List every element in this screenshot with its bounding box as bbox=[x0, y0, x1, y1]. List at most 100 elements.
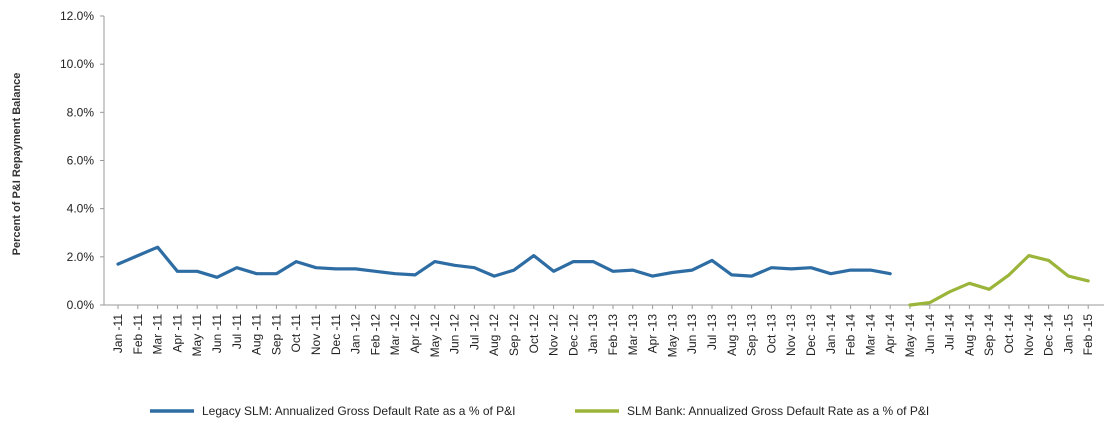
x-tick-label: Dec -12 bbox=[566, 314, 580, 356]
data-point-series-1 bbox=[572, 260, 575, 263]
data-point-series-1 bbox=[552, 270, 555, 273]
x-tick-label: Mar -11 bbox=[151, 314, 165, 355]
x-tick-label: Aug -11 bbox=[250, 314, 264, 355]
x-tick-label: Aug -14 bbox=[962, 314, 976, 356]
series-line-2 bbox=[908, 254, 1090, 307]
data-point-series-1 bbox=[790, 267, 793, 271]
legend-label-2: SLM Bank: Annualized Gross Default Rate … bbox=[627, 404, 929, 418]
x-tick-label: Aug -12 bbox=[487, 314, 501, 356]
axes bbox=[103, 16, 1104, 306]
x-tick-label: Dec -11 bbox=[329, 314, 343, 355]
series-line-1 bbox=[116, 245, 892, 279]
x-tick-label: May -11 bbox=[190, 314, 204, 357]
x-tick-label: Jul -13 bbox=[705, 314, 719, 350]
data-point-series-1 bbox=[493, 274, 496, 278]
data-point-series-1 bbox=[453, 264, 456, 267]
y-tick-labels: 0.0% 2.0% 4.0% 6.0% 8.0% 10.0% 12.0% bbox=[60, 9, 104, 312]
x-tick-label: Jul -14 bbox=[943, 314, 957, 350]
x-tick-label: Sep -14 bbox=[982, 314, 996, 356]
x-tick-label: Aug -13 bbox=[725, 314, 739, 356]
data-point-series-1 bbox=[314, 266, 318, 269]
data-point-series-1 bbox=[869, 268, 872, 272]
data-point-series-1 bbox=[671, 271, 674, 274]
x-tick-label: Nov -13 bbox=[784, 314, 798, 356]
data-point-series-1 bbox=[156, 246, 159, 249]
data-point-series-1 bbox=[770, 266, 773, 269]
y-tick-label: 6.0% bbox=[67, 154, 95, 168]
x-tick-label: Jan -11 bbox=[111, 314, 125, 353]
x-tick-label: Sep -13 bbox=[745, 314, 759, 356]
y-tick-label: 2.0% bbox=[67, 250, 95, 264]
x-tick-label: Feb -11 bbox=[131, 314, 145, 355]
y-axis-label: Percent of P&I Repayment Balance bbox=[11, 73, 23, 256]
legend: Legacy SLM: Annualized Gross Default Rat… bbox=[150, 404, 929, 418]
x-tick-label: Jan -15 bbox=[1061, 314, 1075, 354]
x-tick-label: Feb -14 bbox=[844, 314, 858, 356]
data-point-series-1 bbox=[334, 267, 337, 271]
x-tick-label: Mar -12 bbox=[388, 314, 402, 356]
x-tick-label: Jul -12 bbox=[467, 314, 481, 350]
data-point-series-1 bbox=[136, 254, 139, 257]
data-point-series-1 bbox=[631, 268, 634, 272]
x-tick-label: Mar -14 bbox=[863, 314, 877, 356]
y-tick-label: 12.0% bbox=[60, 9, 94, 23]
data-point-series-1 bbox=[275, 272, 278, 275]
x-tick-label: Nov -11 bbox=[309, 314, 323, 355]
y-tick-label: 10.0% bbox=[60, 57, 94, 71]
x-tick-label: Jun -14 bbox=[923, 314, 937, 354]
data-point-series-1 bbox=[730, 273, 733, 277]
x-tick-label: May -12 bbox=[428, 314, 442, 358]
x-tick-label: Mar -13 bbox=[626, 314, 640, 356]
data-point-series-1 bbox=[196, 270, 199, 273]
data-point-series-1 bbox=[651, 274, 654, 278]
data-point-series-1 bbox=[176, 270, 179, 273]
y-tick-label: 0.0% bbox=[67, 298, 95, 312]
x-tick-label: Jan -13 bbox=[586, 314, 600, 354]
x-tick-label: Oct -11 bbox=[289, 314, 303, 353]
y-tick-label: 4.0% bbox=[67, 202, 95, 216]
data-point-series-1 bbox=[433, 260, 436, 263]
x-tick-labels: Jan -11 Feb -11 Mar -11 Apr -11 May -11 Jun -… bbox=[111, 305, 1095, 357]
x-tick-label: Jul -11 bbox=[230, 314, 244, 349]
data-point-series-1 bbox=[809, 266, 813, 269]
x-tick-label: Sep -11 bbox=[269, 314, 283, 355]
x-tick-label: Sep -12 bbox=[507, 314, 521, 356]
data-point-series-1 bbox=[215, 276, 219, 279]
x-tick-label: Dec -13 bbox=[804, 314, 818, 356]
x-tick-label: Feb -12 bbox=[368, 314, 382, 356]
data-point-series-1 bbox=[235, 266, 238, 269]
data-point-series-1 bbox=[394, 272, 397, 275]
x-tick-label: Feb -15 bbox=[1081, 314, 1095, 356]
data-point-series-1 bbox=[255, 272, 258, 275]
data-point-series-2 bbox=[1007, 273, 1011, 277]
data-point-series-2 bbox=[1067, 274, 1070, 278]
data-point-series-1 bbox=[750, 274, 753, 278]
data-point-series-1 bbox=[532, 254, 535, 257]
series-lines bbox=[116, 245, 1090, 307]
x-tick-label: Apr -13 bbox=[646, 314, 660, 354]
data-point-series-1 bbox=[592, 260, 595, 263]
data-point-series-1 bbox=[116, 262, 120, 266]
data-point-series-1 bbox=[691, 268, 694, 272]
y-tick-label: 8.0% bbox=[67, 105, 95, 119]
data-point-series-2 bbox=[928, 301, 931, 304]
x-tick-label: Jun -11 bbox=[210, 314, 224, 353]
x-tick-label: Apr -12 bbox=[408, 314, 422, 354]
x-tick-label: Oct -14 bbox=[1002, 314, 1016, 354]
x-tick-label: Jan -14 bbox=[824, 314, 838, 354]
x-tick-label: May -13 bbox=[665, 314, 679, 358]
x-tick-label: Jun -12 bbox=[448, 314, 462, 354]
x-tick-label: Jan -12 bbox=[349, 314, 363, 354]
x-tick-label: Dec -14 bbox=[1042, 314, 1056, 356]
data-point-series-2 bbox=[988, 288, 991, 291]
x-tick-label: Feb -13 bbox=[606, 314, 620, 356]
data-point-series-2 bbox=[1047, 259, 1050, 262]
data-point-series-1 bbox=[611, 270, 615, 273]
data-point-series-1 bbox=[710, 259, 714, 262]
data-point-series-2 bbox=[948, 290, 951, 293]
data-point-series-2 bbox=[968, 282, 971, 285]
x-tick-label: Oct -13 bbox=[764, 314, 778, 354]
data-point-series-2 bbox=[1087, 279, 1090, 283]
x-tick-label: Nov -14 bbox=[1022, 314, 1036, 356]
